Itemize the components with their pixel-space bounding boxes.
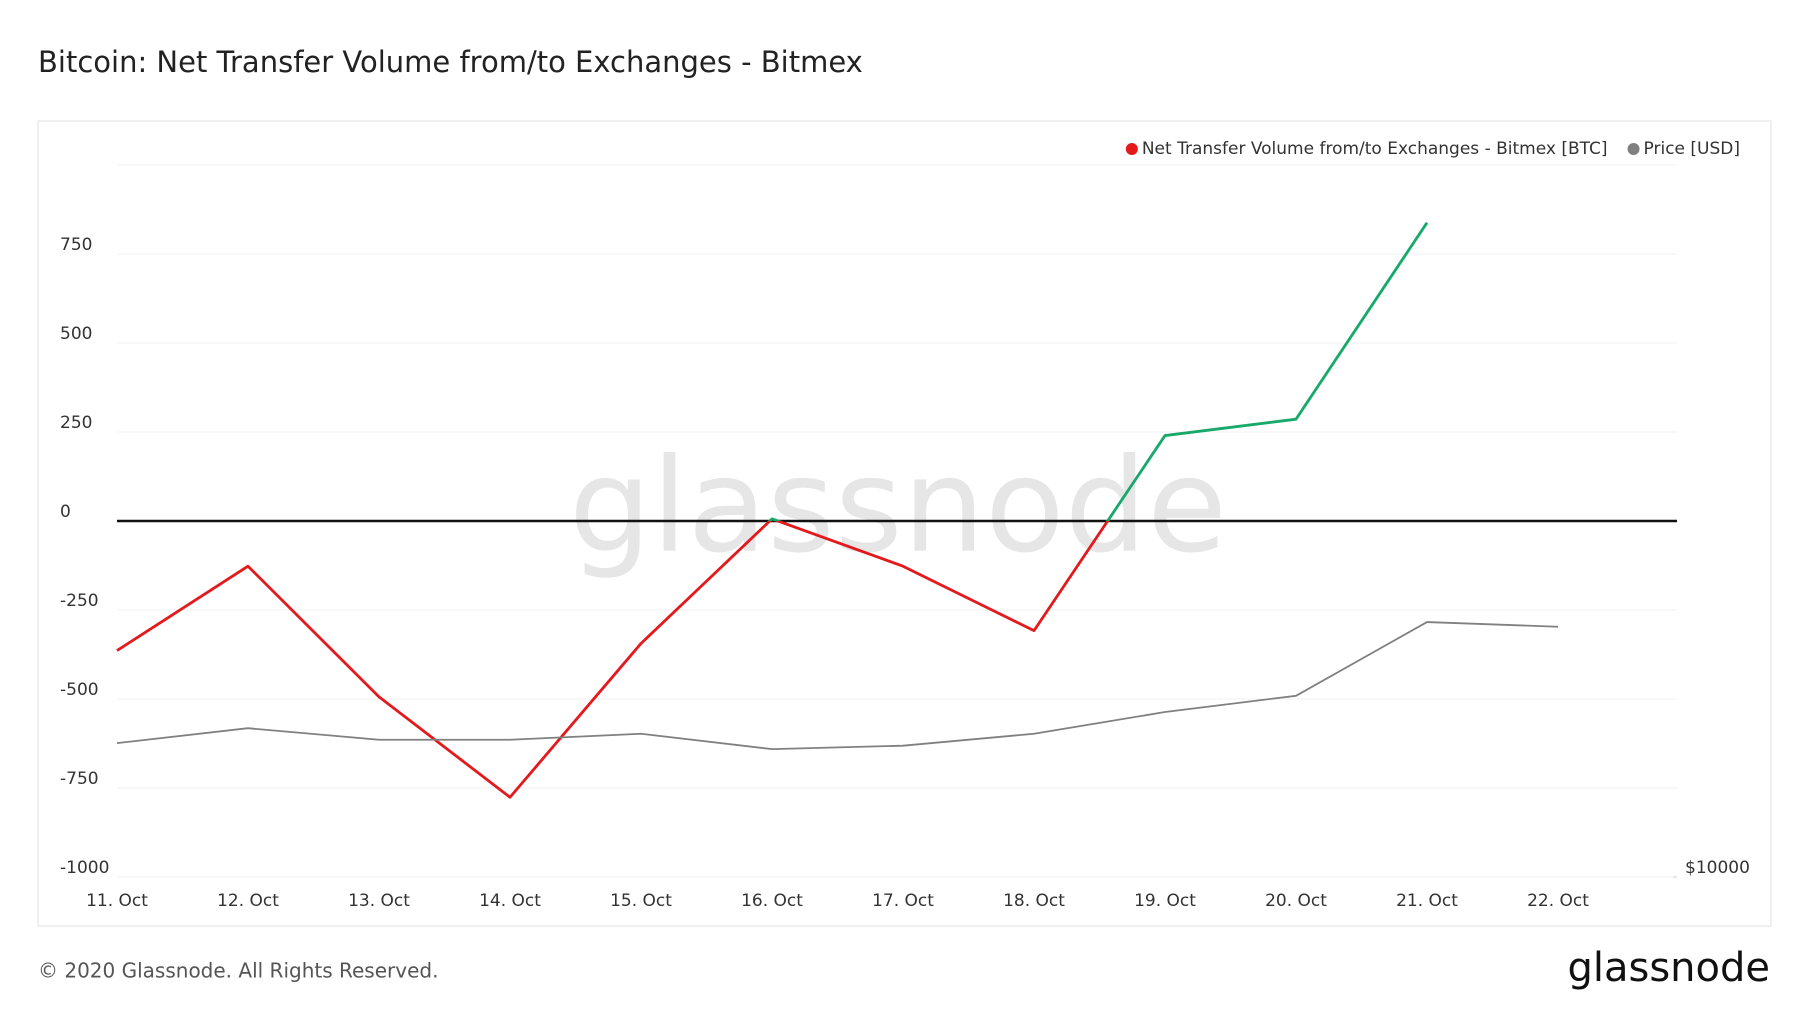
x-tick-label: 20. Oct (1265, 891, 1327, 911)
y2-tick-label: $10000 (1685, 858, 1750, 878)
x-tick-label: 11. Oct (86, 891, 148, 911)
legend-label: Net Transfer Volume from/to Exchanges - … (1142, 139, 1608, 159)
y-tick-label: -500 (60, 680, 99, 700)
x-tick-label: 18. Oct (1003, 891, 1065, 911)
x-tick-label: 22. Oct (1527, 891, 1589, 911)
x-tick-label: 12. Oct (217, 891, 279, 911)
plot-frame (37, 120, 1772, 927)
footer: © 2020 Glassnode. All Rights Reserved. (38, 959, 438, 983)
y-tick-label: -250 (60, 591, 99, 611)
y-tick-label: -750 (60, 769, 99, 789)
x-tick-label: 13. Oct (348, 891, 410, 911)
x-tick-label: 14. Oct (479, 891, 541, 911)
price-line (116, 621, 1559, 750)
x-tick-label: 17. Oct (872, 891, 934, 911)
legend-marker (1125, 143, 1138, 155)
net-flow-line-negative (116, 521, 1110, 799)
y-tick-label: -1000 (60, 858, 109, 878)
net-flow-line-positive (767, 221, 1429, 521)
y-tick-label: 750 (60, 235, 92, 255)
legend-label: Price [USD] (1644, 139, 1740, 159)
x-tick-label: 21. Oct (1396, 891, 1458, 911)
x-tick-label: 19. Oct (1134, 891, 1196, 911)
watermark: glassnode (569, 430, 1227, 582)
y-tick-label: 0 (60, 502, 71, 522)
y-tick-label: 500 (60, 324, 92, 344)
x-tick-label: 16. Oct (741, 891, 803, 911)
chart-title: Bitcoin: Net Transfer Volume from/to Exc… (38, 45, 863, 79)
legend-marker (1627, 143, 1640, 155)
logo: glassnode (1567, 945, 1770, 991)
x-tick-label: 15. Oct (610, 891, 672, 911)
y-tick-label: 250 (60, 413, 92, 433)
